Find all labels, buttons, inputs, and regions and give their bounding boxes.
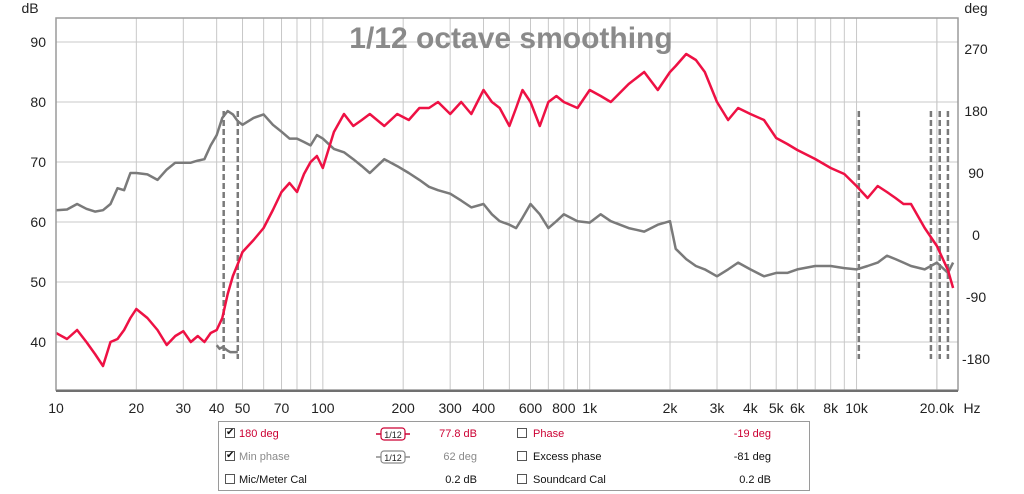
x-tick-label: 200: [391, 400, 415, 416]
series-clip-group: [56, 52, 955, 368]
x-tick-label: 8k: [823, 400, 839, 416]
legend-series-label: Min phase: [239, 451, 290, 463]
legend-panel: ✔ 180 deg 1/12 77.8 dB ✔ Min phase 1/12 62 deg M…: [218, 421, 810, 491]
y-right-tick-label: -90: [966, 289, 986, 305]
x-tick-label: 2k: [663, 400, 679, 416]
plot-background: [0, 0, 1024, 420]
legend-series-label: Mic/Meter Cal: [239, 474, 307, 486]
x-tick-label: 10k: [845, 400, 869, 416]
series-line-magnitude: [56, 52, 955, 368]
series-line-min-phase: [56, 109, 955, 278]
y-right-unit-label: deg: [964, 0, 987, 16]
y-left-tick-label: 50: [30, 274, 46, 290]
svg-text:1/12: 1/12: [384, 430, 402, 440]
legend-checkbox[interactable]: ✔: [225, 450, 235, 461]
x-tick-label: 5k: [769, 400, 785, 416]
legend-series-label: 180 deg: [239, 428, 279, 440]
y-left-tick-label: 90: [30, 34, 46, 50]
smoothing-badge[interactable]: 1/12: [376, 450, 410, 464]
frequency-response-chart: 10 20 30 40 50 70 100 200 300 400 600 800 1k 2k 3k 4k 5k…: [0, 0, 1024, 420]
legend-checkbox[interactable]: [517, 428, 527, 438]
x-tick-label: 400: [472, 400, 496, 416]
x-tick-label: 10: [48, 400, 64, 416]
legend-series-label: Soundcard Cal: [533, 474, 606, 486]
x-tick-label: 300: [438, 400, 462, 416]
legend-value: -19 deg: [733, 428, 771, 440]
x-tick-label: 600: [519, 400, 543, 416]
legend-checkbox[interactable]: [517, 474, 527, 484]
y-right-tick-label: 270: [964, 41, 988, 57]
y-right-tick-label: -180: [962, 351, 990, 367]
legend-row: Mic/Meter Cal 0.2 dB: [219, 471, 509, 489]
x-tick-label: 4k: [743, 400, 759, 416]
x-tick-label: 100: [311, 400, 335, 416]
y-left-tick-label: 80: [30, 94, 46, 110]
y-left-tick-label: 60: [30, 214, 46, 230]
x-tick-label: 800: [552, 400, 576, 416]
legend-value: 77.8 dB: [439, 428, 477, 440]
legend-value: 0.2 dB: [445, 474, 477, 486]
legend-value: 0.2 dB: [739, 474, 771, 486]
y-left-unit-label: dB: [21, 0, 38, 16]
min-phase-wrap-segment: [215, 344, 238, 354]
axes: 10 20 30 40 50 70 100 200 300 400 600 800 1k 2k 3k 4k 5k…: [21, 0, 990, 416]
y-right-tick-label: 0: [972, 227, 980, 243]
legend-row: Soundcard Cal 0.2 dB: [515, 471, 805, 489]
y-left-tick-label: 40: [30, 334, 46, 350]
x-tick-label: 50: [235, 400, 251, 416]
x-tick-label: 30: [176, 400, 192, 416]
x-tick-label: 6k: [790, 400, 806, 416]
legend-checkbox[interactable]: [517, 451, 527, 461]
legend-value: -81 deg: [733, 451, 771, 463]
legend-row: Phase -19 deg: [515, 425, 805, 443]
legend-series-label: Excess phase: [533, 451, 602, 463]
y-right-tick-label: 180: [964, 103, 988, 119]
legend-row: ✔ 180 deg 1/12 77.8 dB: [219, 425, 509, 443]
legend-series-label: Phase: [533, 428, 565, 440]
smoothing-badge[interactable]: 1/12: [376, 427, 410, 441]
y-left-tick-label: 70: [30, 154, 46, 170]
svg-text:1/12: 1/12: [384, 453, 402, 463]
legend-checkbox[interactable]: ✔: [225, 427, 235, 438]
legend-row: Excess phase -81 deg: [515, 448, 805, 466]
x-tick-label: 70: [274, 400, 290, 416]
x-tick-label: 20: [129, 400, 145, 416]
x-tick-label: 40: [209, 400, 225, 416]
legend-value: 62 deg: [443, 451, 477, 463]
x-tick-label: 20.0k: [920, 400, 955, 416]
y-right-tick-label: 90: [968, 165, 984, 181]
legend-row: ✔ Min phase 1/12 62 deg: [219, 448, 509, 466]
chart-title: 1/12 octave smoothing: [349, 22, 672, 55]
x-unit-label: Hz: [963, 400, 980, 416]
legend-checkbox[interactable]: [225, 474, 235, 484]
x-tick-label: 1k: [582, 400, 598, 416]
x-tick-label: 3k: [710, 400, 726, 416]
series-group: [56, 52, 955, 368]
